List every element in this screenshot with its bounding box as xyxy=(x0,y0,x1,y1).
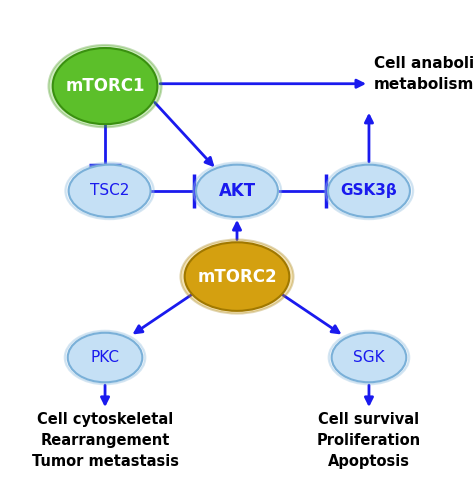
Ellipse shape xyxy=(65,331,146,384)
Ellipse shape xyxy=(196,165,278,217)
Ellipse shape xyxy=(65,163,154,219)
Text: PKC: PKC xyxy=(91,350,119,365)
Text: Cell anabolic
metabolism: Cell anabolic metabolism xyxy=(374,56,474,92)
Ellipse shape xyxy=(332,333,406,382)
Text: mTORC2: mTORC2 xyxy=(197,267,277,286)
Ellipse shape xyxy=(68,333,142,382)
Ellipse shape xyxy=(181,240,293,313)
Ellipse shape xyxy=(48,45,162,127)
Text: SGK: SGK xyxy=(353,350,385,365)
Ellipse shape xyxy=(53,48,157,124)
Ellipse shape xyxy=(193,163,281,219)
Text: TSC2: TSC2 xyxy=(90,184,129,198)
Text: GSK3β: GSK3β xyxy=(341,184,397,198)
Ellipse shape xyxy=(328,165,410,217)
Text: Cell cytoskeletal
Rearrangement
Tumor metastasis: Cell cytoskeletal Rearrangement Tumor me… xyxy=(32,412,179,469)
Text: AKT: AKT xyxy=(219,182,255,200)
Ellipse shape xyxy=(328,331,409,384)
Ellipse shape xyxy=(325,163,413,219)
Text: Cell survival
Proliferation
Apoptosis: Cell survival Proliferation Apoptosis xyxy=(317,412,421,469)
Ellipse shape xyxy=(185,242,289,311)
Text: mTORC1: mTORC1 xyxy=(65,77,145,95)
Ellipse shape xyxy=(69,165,151,217)
